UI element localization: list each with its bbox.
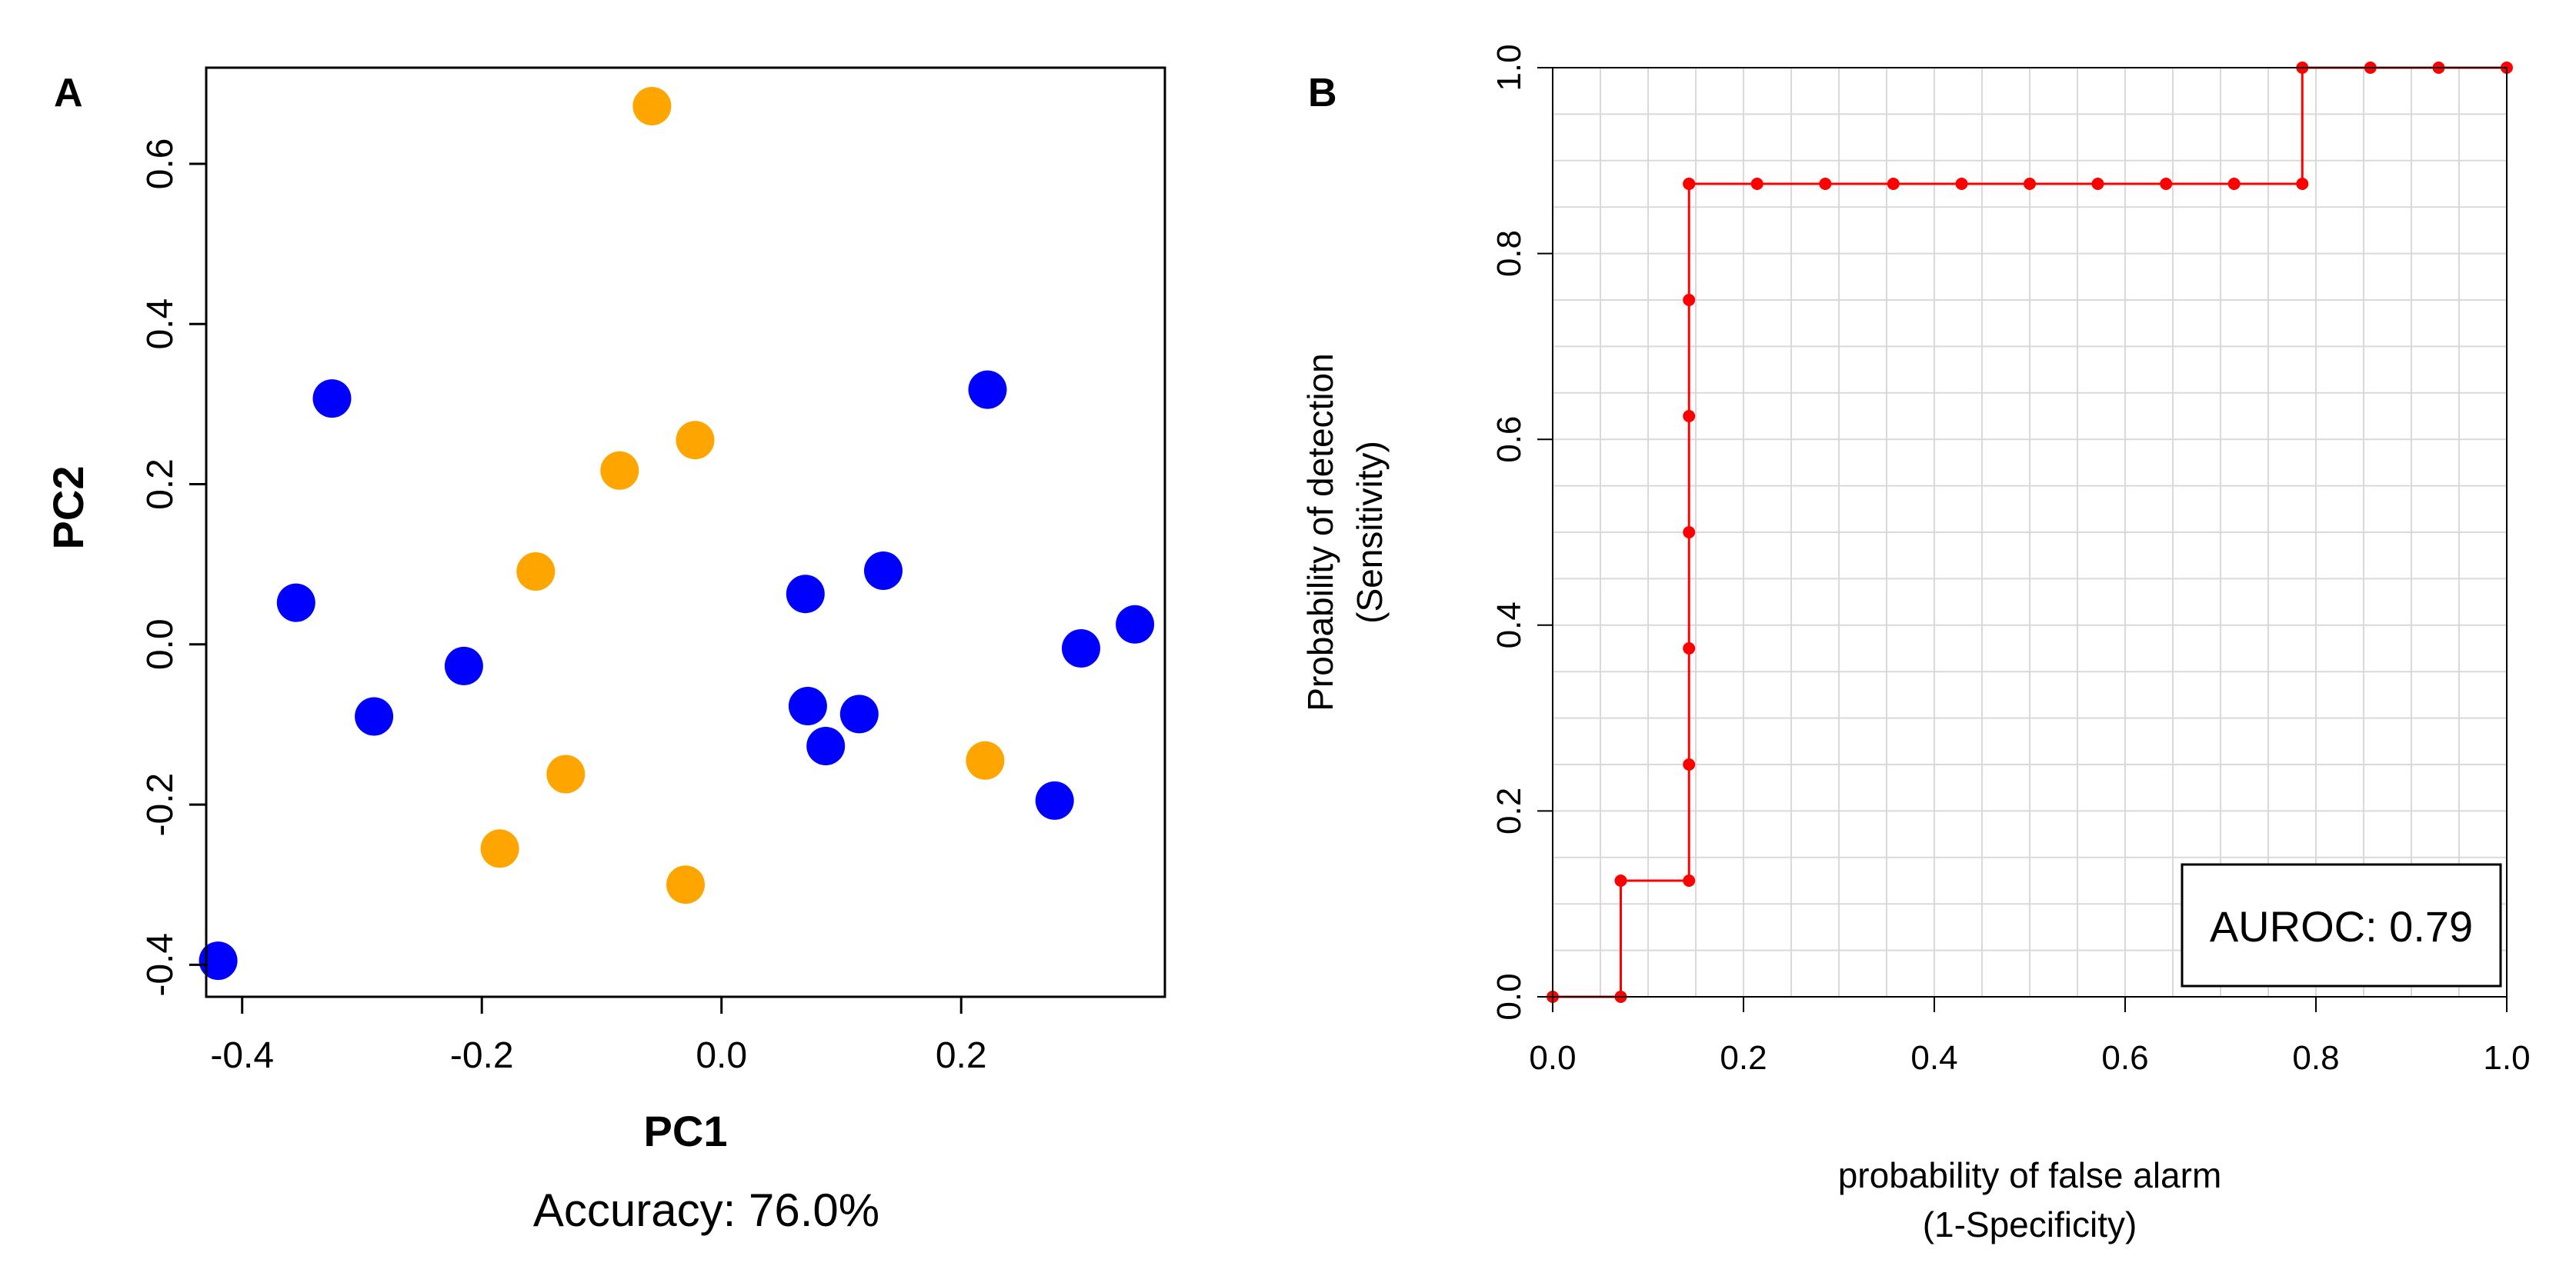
panel-b-label: B [1308,71,1337,115]
x-tick-label-b: 1.0 [2483,1039,2530,1077]
y-tick-label-a: 0.0 [140,618,181,670]
scatter-point-blue-1 [312,379,352,418]
roc-point-15 [2024,178,2036,190]
scatter-point-blue-7 [806,727,846,765]
panel-a-label: A [54,71,83,115]
panel-a: A -0.4 -0.2 0.0 0.2 -0.4 -0.2 0.0 0.2 0.4 0.6 PC… [44,66,1166,1236]
scatter-point-orange-6 [666,865,705,905]
scatter-point-orange-3 [516,552,556,591]
scatter-point-orange-1 [600,451,639,490]
roc-point-13 [1887,178,1900,190]
roc-point-10 [1683,178,1696,190]
x-tick-label-b: 0.4 [1910,1039,1957,1077]
x-tick-label-b: 0.2 [1720,1039,1767,1077]
grid-lines [1553,68,2507,997]
roc-point-5 [1683,642,1696,655]
x-tick-label-b: 0.6 [2101,1039,2148,1077]
y-axis-label-b: Probability of detection [1300,353,1340,711]
accuracy-caption: Accuracy: 76.0% [533,1184,879,1236]
y-axis-label-a: PC2 [44,466,92,550]
roc-point-14 [1955,178,1968,190]
scatter-point-blue-0 [199,941,238,981]
x-tick-label-a: 0.2 [936,1035,987,1076]
y-tick-label-a: -0.2 [140,773,181,837]
roc-point-7 [1683,410,1696,422]
roc-point-8 [1683,294,1696,306]
x-axis-label-a: PC1 [644,1107,728,1155]
roc-point-3 [1683,875,1696,887]
scatter-point-orange-2 [676,421,715,460]
x-axis-label-b: probability of false alarm [1838,1155,2222,1195]
auroc-box [2181,863,2502,988]
roc-point-2 [1614,875,1627,887]
y-tick-label-a: 0.2 [140,458,181,510]
y-tick-label-b: 0.8 [1490,230,1528,277]
y-axis-sublabel-b: (Sensitivity) [1350,441,1390,624]
x-tick-label-a: -0.4 [210,1035,274,1076]
plot-frame-a [205,66,1166,998]
x-tick-label-a: -0.2 [450,1035,514,1076]
x-tick-label-b: 0.8 [2292,1039,2339,1077]
roc-point-16 [2091,178,2104,190]
scatter-point-blue-9 [864,551,903,590]
scatter-points [199,87,1155,981]
scatter-point-blue-5 [786,575,825,614]
roc-point-12 [1819,178,1832,190]
y-tick-label-b: 0.0 [1490,973,1528,1020]
roc-point-6 [1683,526,1696,538]
y-tick-label-b: 1.0 [1490,44,1528,91]
scatter-point-blue-6 [788,687,827,725]
roc-point-19 [2296,178,2309,190]
roc-point-18 [2227,178,2241,190]
y-tick-label-b: 0.4 [1490,601,1528,648]
plot-frame-b [1552,67,2508,998]
y-tick-label-b: 0.6 [1490,416,1528,463]
scatter-point-orange-4 [546,755,586,794]
x-tick-label-a: 0.0 [696,1035,747,1076]
scatter-point-orange-0 [632,87,672,125]
scatter-point-blue-13 [1116,605,1155,644]
y-tick-label-a: 0.6 [140,138,181,190]
roc-point-11 [1750,178,1763,190]
scatter-point-blue-10 [968,370,1007,409]
auroc-annotation: AUROC: 0.79 [2210,902,2473,951]
scatter-point-blue-12 [1062,629,1100,668]
panel-b: B 0.0 0.2 0.4 0.6 0.8 1.0 0.00.20.40.60.81.0 … [1300,44,2531,1244]
y-tick-label-a: 0.4 [140,298,181,350]
scatter-point-blue-8 [839,695,879,734]
y-tick-label-b: 0.2 [1490,788,1528,835]
scatter-point-blue-3 [355,697,394,736]
roc-point-4 [1683,758,1696,771]
scatter-point-blue-4 [444,646,483,685]
roc-point-17 [2160,178,2173,190]
scatter-point-orange-7 [966,741,1005,780]
scatter-point-orange-5 [480,829,519,868]
y-tick-label-a: -0.4 [140,933,181,997]
x-axis-sublabel-b: (1-Specificity) [1923,1204,2137,1244]
x-tick-label-b: 0.0 [1529,1039,1576,1077]
scatter-point-blue-2 [276,583,315,622]
scatter-point-blue-11 [1035,781,1074,820]
